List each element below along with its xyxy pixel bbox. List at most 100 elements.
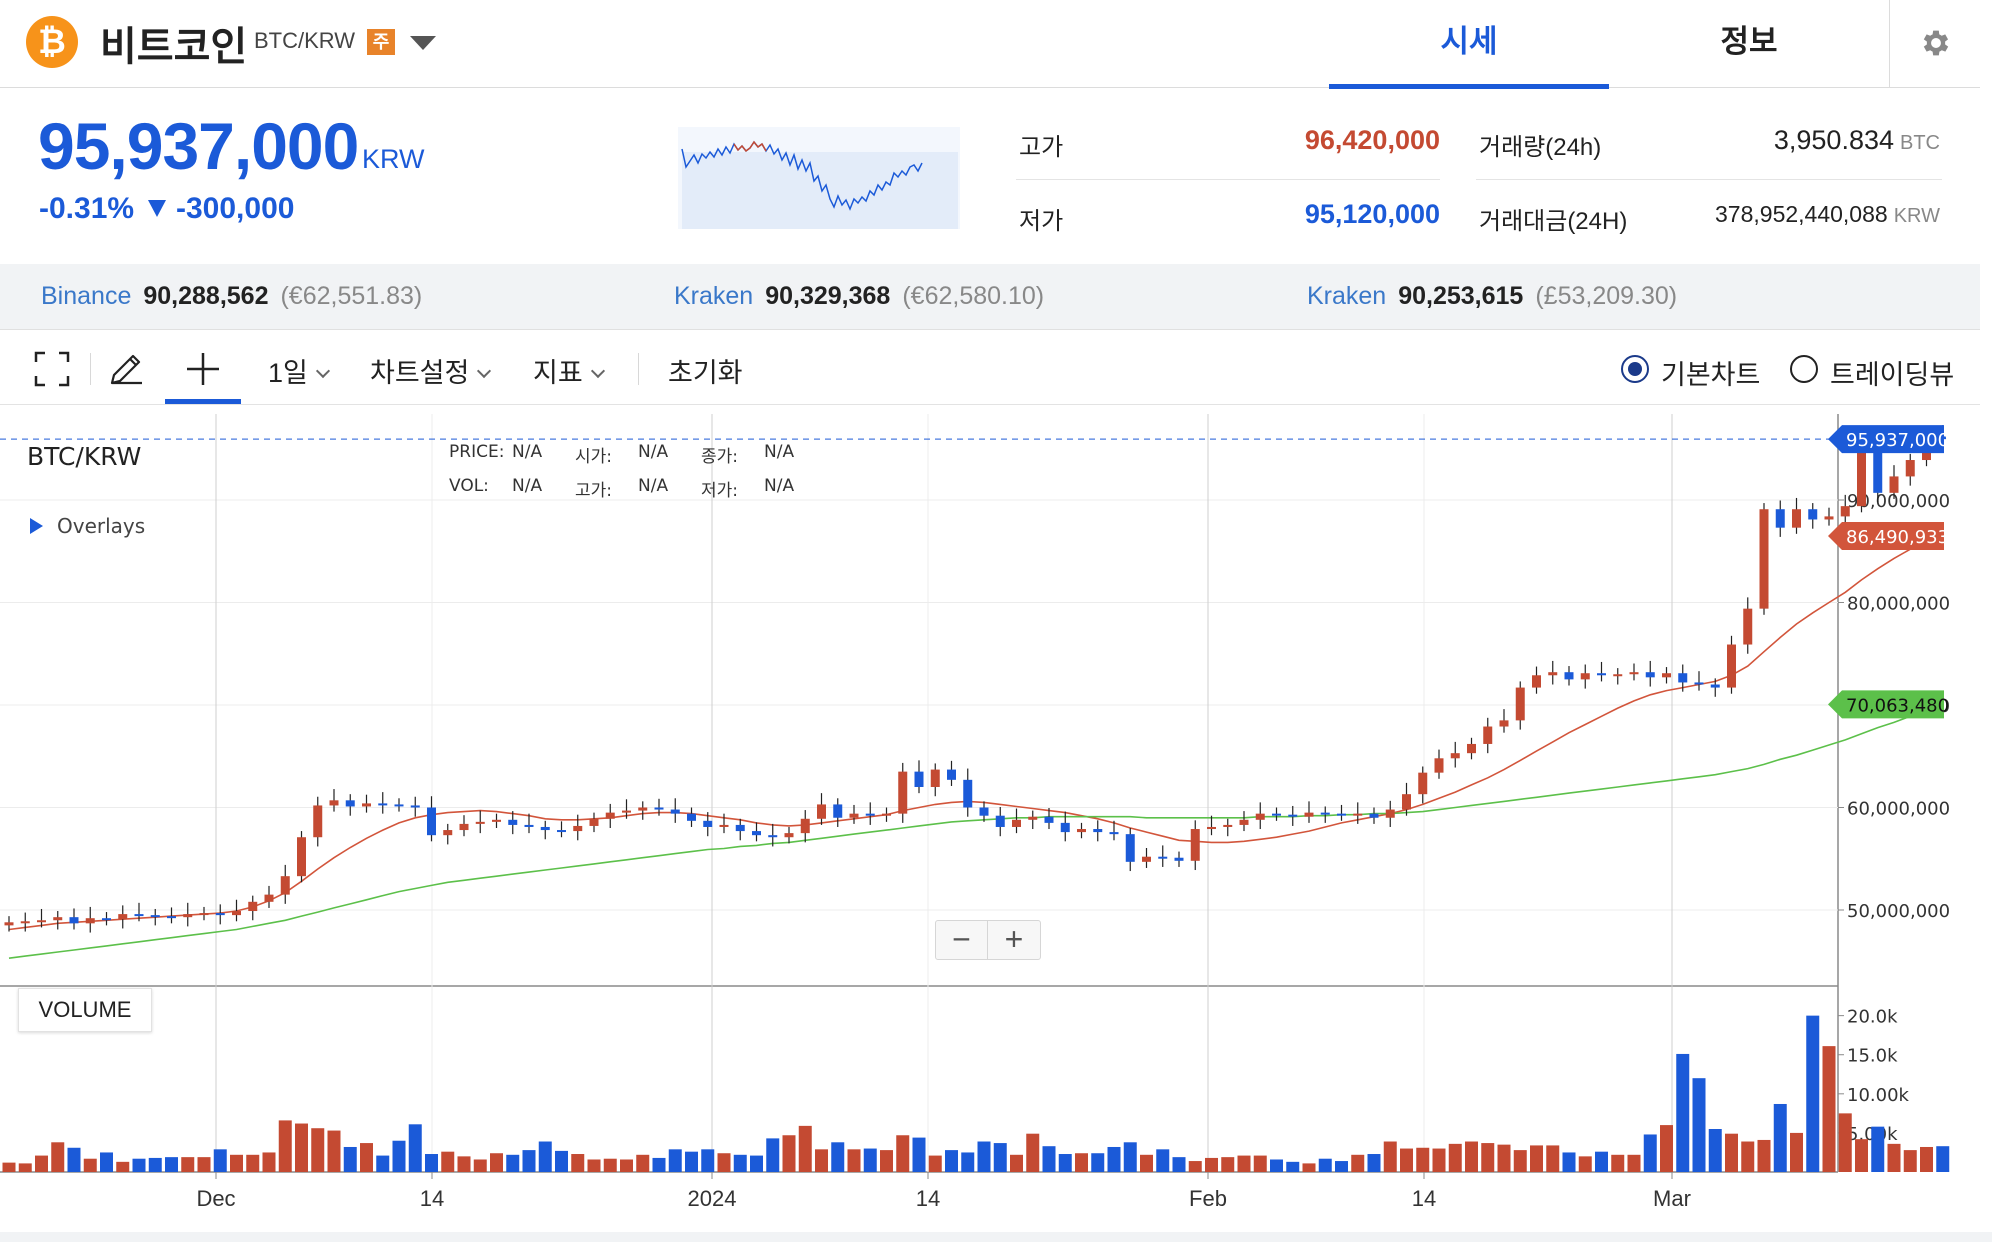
volume-bar: [213, 1149, 227, 1172]
chevron-down-icon: [315, 363, 330, 379]
candle-down: [410, 805, 420, 808]
time-axis-label: 14: [1412, 1186, 1436, 1211]
candle-up: [362, 803, 371, 807]
candle-up: [1028, 816, 1038, 820]
candle-up: [1077, 829, 1086, 833]
candle-up: [1418, 772, 1428, 795]
candle-up: [1207, 826, 1216, 830]
price-tag-label: 95,937,000: [1846, 430, 1949, 451]
fullscreen-icon[interactable]: [32, 349, 72, 389]
candle-down: [963, 779, 973, 808]
volume-bar: [1432, 1148, 1446, 1172]
candle-up: [1743, 608, 1753, 645]
view-basic-radio[interactable]: 기본차트: [1621, 353, 1760, 392]
candle-up: [817, 804, 826, 819]
candle-up: [85, 918, 95, 924]
volume-bar: [701, 1149, 715, 1172]
volume-bar: [928, 1155, 942, 1172]
price-axis-label: 60,000,000: [1847, 799, 1950, 820]
volume-bar: [181, 1157, 195, 1172]
candle-up: [118, 914, 128, 920]
candle-up: [1857, 443, 1866, 507]
chart-toolbar: 1일 차트설정 지표 초기화 기본차트 트레이딩뷰: [0, 331, 1980, 405]
tab-price[interactable]: 시세: [1329, 0, 1609, 89]
volume-bar: [1091, 1153, 1105, 1172]
price-tag: [1828, 521, 1944, 550]
volume-bar: [343, 1146, 357, 1172]
volume-bar: [1773, 1103, 1787, 1172]
reset-button[interactable]: 초기화: [668, 358, 743, 388]
candle-down: [1109, 832, 1119, 835]
price-chart-panel[interactable]: 50,000,00060,000,00070,000,00080,000,000…: [0, 414, 1980, 1234]
volume-bar: [1286, 1161, 1300, 1172]
time-axis-label: 2024: [688, 1186, 737, 1211]
price-tag-label: 86,490,933: [1846, 527, 1949, 548]
candle-up: [329, 800, 339, 806]
volume-bar: [1757, 1139, 1771, 1172]
candle-down: [1060, 822, 1070, 833]
pencil-icon[interactable]: [106, 349, 146, 389]
coin-select-caret-icon[interactable]: [410, 36, 436, 50]
volume-axis-label: 10.00k: [1847, 1085, 1910, 1106]
volume-bar: [668, 1149, 682, 1172]
volume-bar: [1611, 1154, 1625, 1172]
volume-bar: [1107, 1146, 1121, 1172]
exchange-item[interactable]: Kraken 90,329,368 (€62,580.10): [674, 282, 1045, 310]
coin-badge: 주: [367, 29, 395, 55]
chart-settings-dropdown[interactable]: 차트설정: [370, 351, 492, 390]
candle-down: [654, 807, 664, 810]
candle-down: [670, 809, 680, 814]
change-amount: -300,000: [176, 192, 295, 225]
chevron-down-icon: [477, 363, 492, 379]
candle-down: [540, 826, 550, 831]
candle-up: [1727, 644, 1736, 688]
turnover-24h-label: 거래대금(24H): [1479, 208, 1628, 235]
volume-bar: [100, 1152, 113, 1172]
volume-bar: [1156, 1149, 1170, 1172]
candle-down: [134, 914, 144, 917]
candle-up: [297, 837, 306, 877]
price-axis-label: 50,000,000: [1847, 901, 1950, 922]
crosshair-icon[interactable]: [183, 349, 223, 389]
coin-name: 비트코인: [100, 25, 248, 69]
candle-up: [1548, 672, 1558, 676]
candle-down: [1272, 813, 1281, 816]
volume-bar: [441, 1151, 455, 1172]
candle-down: [102, 918, 111, 921]
exchange-item[interactable]: Binance 90,288,562 (€62,551.83): [41, 282, 423, 310]
interval-dropdown[interactable]: 1일: [268, 351, 330, 390]
indicators-dropdown[interactable]: 지표: [533, 351, 605, 390]
candle-up: [183, 914, 193, 918]
candle-down: [1320, 812, 1330, 815]
zoom-in-button[interactable]: +: [1004, 921, 1024, 957]
settings-button[interactable]: [1889, 0, 1980, 88]
candle-up: [1190, 829, 1200, 861]
legend-label: VOL:: [449, 476, 489, 496]
candlestick-chart[interactable]: 50,000,00060,000,00070,000,00080,000,000…: [0, 414, 1980, 1234]
candle-up: [313, 805, 323, 838]
crosshair-active-indicator: [165, 399, 241, 404]
exchange-item[interactable]: Kraken 90,253,615 (£53,209.30): [1307, 282, 1678, 310]
volume-bar: [977, 1141, 991, 1172]
ma-short-line: [8, 535, 1944, 931]
candle-down: [1645, 672, 1655, 678]
candle-down: [1564, 672, 1574, 680]
candle-down: [833, 804, 843, 818]
volume-bar: [1172, 1157, 1186, 1172]
volume-bar: [1140, 1154, 1153, 1172]
candle-down: [557, 830, 566, 833]
time-axis-label: Dec: [196, 1186, 235, 1211]
view-tradingview-radio[interactable]: 트레이딩뷰: [1790, 353, 1954, 392]
toolbar-divider: [90, 353, 91, 385]
tab-info[interactable]: 정보: [1720, 24, 1778, 59]
candle-down: [394, 804, 404, 807]
sparkline-chart: [678, 127, 960, 229]
overlays-toggle[interactable]: Overlays: [30, 514, 145, 538]
volume-bar: [750, 1155, 763, 1172]
volume-bar: [2, 1162, 16, 1172]
zoom-out-button[interactable]: −: [936, 921, 988, 959]
candle-down: [1158, 856, 1168, 859]
candle-down: [1288, 814, 1298, 817]
candle-up: [1223, 824, 1233, 827]
candle-up: [475, 821, 485, 824]
